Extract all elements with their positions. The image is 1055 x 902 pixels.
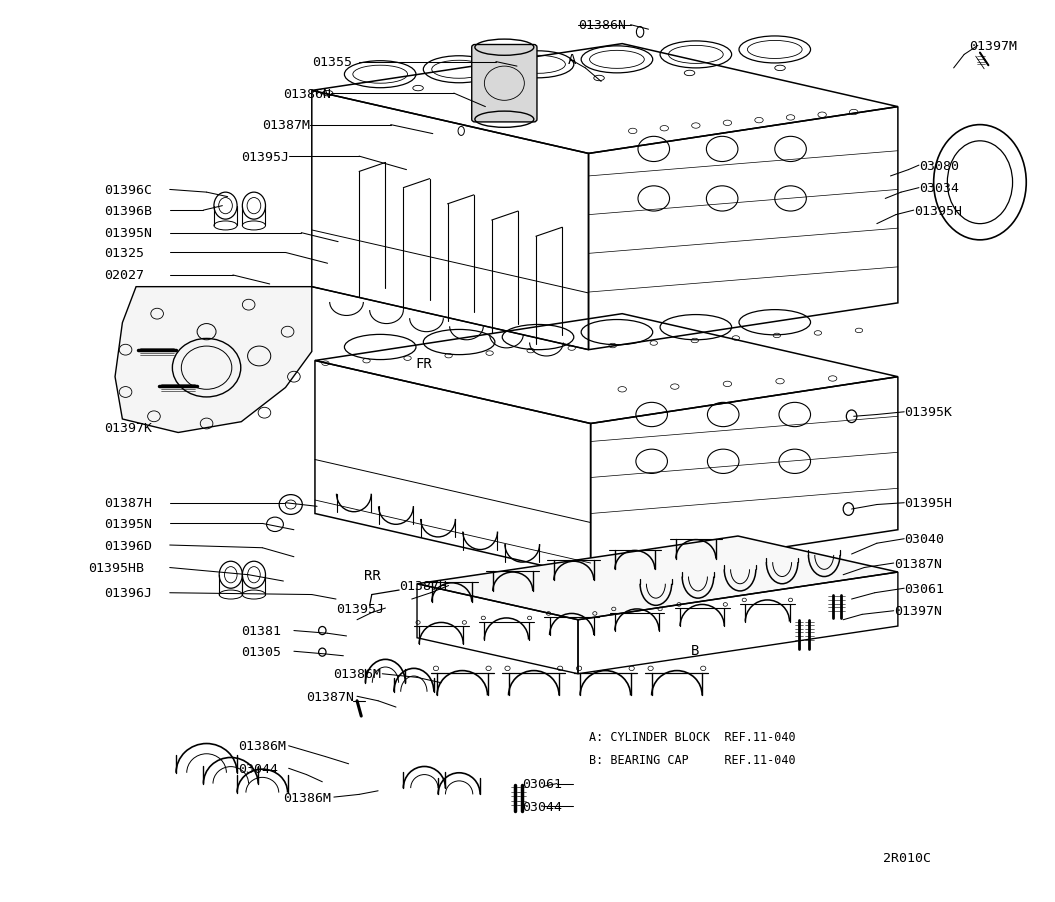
Text: 01396D: 01396D (104, 538, 153, 552)
Text: 03040: 03040 (904, 533, 944, 546)
Text: RR: RR (364, 568, 381, 582)
Text: 01386N: 01386N (284, 87, 331, 100)
Text: 01395H: 01395H (904, 497, 953, 510)
Text: 01386N: 01386N (578, 19, 626, 32)
Text: 01395HB: 01395HB (88, 561, 143, 575)
Text: 01395N: 01395N (104, 227, 153, 240)
Text: 01325: 01325 (104, 246, 145, 260)
FancyBboxPatch shape (472, 45, 537, 123)
Text: A: CYLINDER BLOCK  REF.11-040: A: CYLINDER BLOCK REF.11-040 (589, 731, 795, 743)
Text: 01386M: 01386M (284, 791, 331, 804)
Text: 02027: 02027 (104, 269, 145, 282)
Polygon shape (115, 288, 312, 433)
Text: B: BEARING CAP     REF.11-040: B: BEARING CAP REF.11-040 (589, 753, 795, 766)
Text: 01395K: 01395K (904, 406, 953, 419)
Text: 03044: 03044 (522, 800, 562, 813)
Text: 01396J: 01396J (104, 586, 153, 600)
Text: 01387H: 01387H (104, 497, 153, 510)
Text: 01386M: 01386M (238, 740, 286, 752)
Text: FR: FR (415, 357, 431, 371)
Text: 01355: 01355 (312, 56, 351, 69)
Text: 2R010C: 2R010C (883, 851, 932, 864)
Text: 03044: 03044 (238, 762, 279, 775)
Text: 01397M: 01397M (970, 40, 1017, 53)
Text: 03034: 03034 (919, 182, 959, 195)
Text: B: B (691, 644, 699, 658)
Text: 01397K: 01397K (104, 422, 153, 435)
Text: A: A (568, 53, 576, 67)
Text: 01397N: 01397N (894, 604, 942, 618)
Text: 01381: 01381 (242, 624, 282, 638)
Text: 01396C: 01396C (104, 184, 153, 197)
Polygon shape (417, 537, 898, 620)
Text: 01395H: 01395H (914, 205, 962, 217)
Text: 01387N: 01387N (894, 557, 942, 570)
Text: 01396B: 01396B (104, 205, 153, 217)
Text: 01387H: 01387H (399, 579, 447, 593)
Text: 01395J: 01395J (242, 151, 289, 163)
Text: 03061: 03061 (904, 582, 944, 595)
Text: 01305: 01305 (242, 645, 282, 658)
Text: 01395N: 01395N (104, 518, 153, 530)
Text: 01387M: 01387M (263, 119, 310, 132)
Text: 03061: 03061 (522, 778, 562, 790)
Text: 01386M: 01386M (332, 667, 381, 680)
Text: 01395J: 01395J (335, 602, 384, 615)
Text: 01387N: 01387N (307, 690, 354, 703)
Text: 03080: 03080 (919, 160, 959, 172)
